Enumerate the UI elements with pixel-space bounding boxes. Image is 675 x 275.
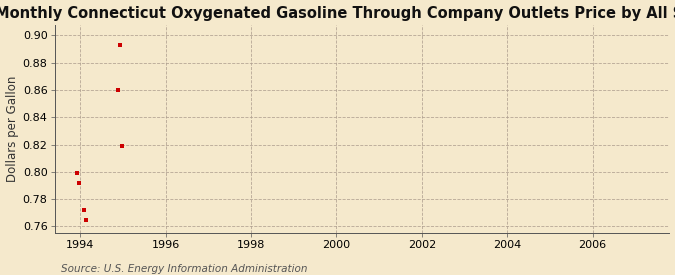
Point (78, 208, 89, 212)
Point (115, 43, 126, 47)
Point (72, 171, 82, 175)
Point (117, 144, 128, 148)
Title: Monthly Connecticut Oxygenated Gasoline Through Company Outlets Price by All Sel: Monthly Connecticut Oxygenated Gasoline … (0, 6, 675, 21)
Y-axis label: Dollars per Gallon: Dollars per Gallon (5, 76, 18, 182)
Point (74, 181, 84, 185)
Point (112, 88, 123, 92)
Point (80, 218, 91, 222)
Text: Source: U.S. Energy Information Administration: Source: U.S. Energy Information Administ… (61, 264, 307, 274)
